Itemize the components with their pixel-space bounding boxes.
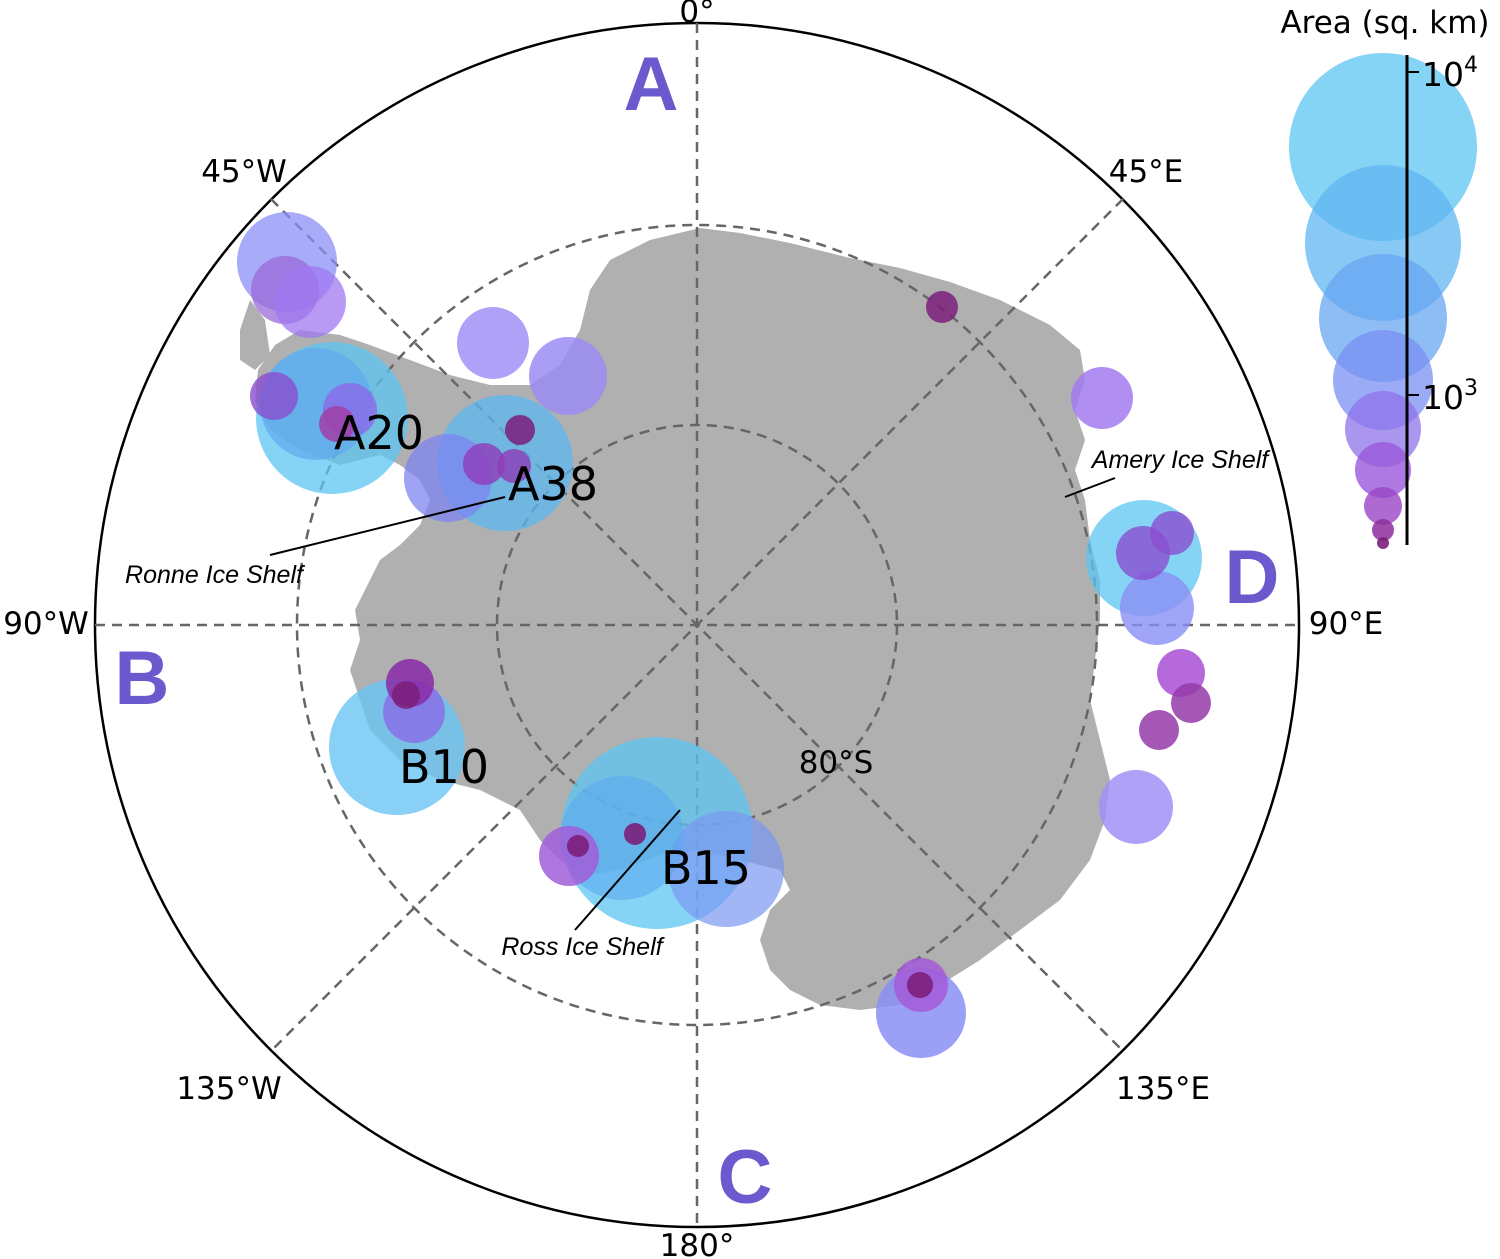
- iceberg-markers: [237, 212, 1211, 1058]
- sector-label-d: D: [1225, 535, 1280, 620]
- iceberg-marker: [319, 406, 355, 442]
- iceberg-marker: [392, 681, 420, 709]
- iceberg-marker: [497, 449, 531, 483]
- iceberg-marker: [539, 826, 599, 886]
- iceberg-label-b10: B10: [399, 740, 489, 794]
- iceberg-marker: [1171, 683, 1211, 723]
- iceberg-marker: [567, 835, 589, 857]
- iceberg-marker: [463, 443, 505, 485]
- shelf-label-ross: Ross Ice Shelf: [501, 933, 665, 961]
- area-legend: Area (sq. km) 104 103: [1280, 5, 1490, 549]
- sector-label-a: A: [624, 42, 679, 127]
- iceberg-label-b15: B15: [661, 841, 751, 895]
- iceberg-label-a38: A38: [508, 457, 598, 511]
- iceberg-marker: [250, 372, 298, 420]
- longitude-label-90e: 90°E: [1309, 606, 1384, 642]
- longitude-label-135w: 135°W: [176, 1071, 281, 1107]
- iceberg-marker: [668, 811, 784, 927]
- legend-circle: [1355, 442, 1411, 498]
- iceberg-marker: [624, 823, 646, 845]
- latitude-circle-outer: [295, 223, 1099, 1027]
- iceberg-marker: [1150, 511, 1194, 555]
- iceberg-marker: [457, 307, 529, 379]
- longitude-label-90w: 90°W: [3, 606, 89, 642]
- shelf-label-amery: Amery Ice Shelf: [1090, 446, 1272, 474]
- iceberg-marker: [1120, 571, 1194, 645]
- legend-title: Area (sq. km): [1280, 5, 1489, 41]
- legend-circle: [1372, 519, 1394, 541]
- legend-circle: [1364, 487, 1402, 525]
- shelf-leader-lines: [269, 477, 1116, 931]
- sector-label-b: B: [115, 636, 170, 721]
- iceberg-marker: [926, 291, 958, 323]
- longitude-label-180: 180°: [660, 1228, 735, 1259]
- meridian-lines: [95, 23, 1299, 1227]
- longitude-label-135e: 135°E: [1116, 1071, 1210, 1107]
- legend-tick-10-4: 104: [1422, 53, 1478, 94]
- iceberg-marker: [1139, 710, 1179, 750]
- longitude-label-45w: 45°W: [201, 154, 287, 190]
- iceberg-marker: [907, 972, 933, 998]
- longitude-label-45e: 45°E: [1109, 154, 1184, 190]
- legend-tick-10-3: 103: [1422, 376, 1478, 417]
- legend-circle: [1377, 537, 1389, 549]
- longitude-label-0: 0°: [679, 0, 714, 30]
- peninsula-shape: [240, 300, 270, 370]
- iceberg-marker: [1099, 770, 1173, 844]
- iceberg-label-a20: A20: [334, 406, 424, 460]
- iceberg-marker: [1071, 367, 1133, 429]
- latitude-label-80s: 80°S: [799, 745, 874, 781]
- sector-label-c: C: [718, 1135, 773, 1220]
- iceberg-marker: [274, 266, 346, 338]
- shelf-label-ronne: Ronne Ice Shelf: [125, 561, 306, 589]
- iceberg-marker: [505, 415, 535, 445]
- iceberg-marker: [529, 337, 607, 415]
- legend-circle: [1345, 391, 1421, 467]
